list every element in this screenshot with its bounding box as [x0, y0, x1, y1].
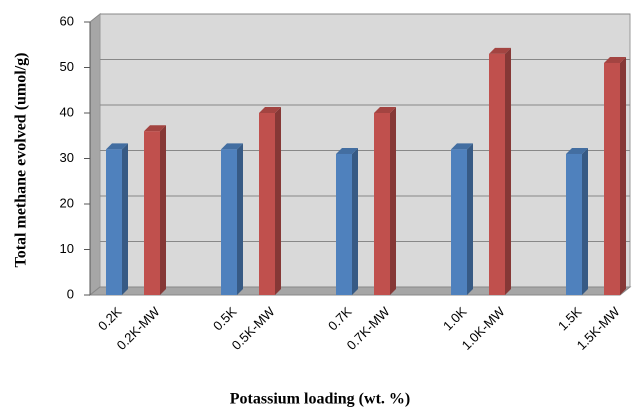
x-tick-label: 0.5K — [210, 304, 240, 334]
x-tick-label: 1.5K — [555, 304, 585, 334]
bar-side — [505, 47, 511, 295]
x-tick-label: 0.2K — [95, 304, 125, 334]
bar — [489, 53, 505, 295]
bar-side — [237, 143, 243, 295]
y-tick-label: 10 — [60, 241, 74, 256]
y-tick-label: 60 — [60, 13, 74, 28]
bar-side — [620, 56, 626, 296]
x-tick-label: 1.0K-MW — [459, 303, 508, 352]
x-tick-label: 1.5K-MW — [574, 303, 623, 352]
bar-top — [374, 107, 396, 113]
bar-side — [390, 107, 396, 295]
y-tick-label: 20 — [60, 195, 74, 210]
bar-top — [336, 147, 358, 154]
bar-side — [467, 143, 473, 295]
x-tick-label: 0.7K — [325, 304, 355, 334]
bar-top — [604, 56, 626, 63]
x-tick-label: 0.5K-MW — [229, 303, 278, 352]
bar — [374, 113, 390, 295]
bar-top — [566, 147, 588, 154]
y-tick-label: 0 — [67, 286, 74, 301]
y-tick-label: 40 — [60, 104, 74, 119]
bar — [144, 131, 160, 295]
side-wall — [89, 12, 101, 297]
floor — [88, 286, 632, 296]
bar — [604, 62, 620, 296]
x-tick-label: 1.0K — [440, 304, 470, 334]
y-tick-label: 30 — [60, 150, 74, 165]
bar — [221, 149, 237, 295]
x-tick-label: 0.7K-MW — [344, 303, 393, 352]
bar-side — [582, 147, 588, 295]
bar-side — [275, 107, 281, 295]
bar — [336, 153, 352, 295]
bar-top — [106, 143, 128, 150]
bar — [566, 153, 582, 295]
bar — [259, 113, 275, 295]
bar-top — [489, 47, 511, 54]
bar-top — [144, 125, 166, 132]
bar-top — [221, 143, 243, 150]
bar-side — [160, 125, 166, 295]
y-axis-title: Total methane evolved (umol/g) — [13, 53, 30, 268]
bar — [451, 149, 467, 295]
bar-top — [451, 143, 473, 150]
bar-side — [122, 143, 128, 295]
y-tick-label: 50 — [60, 59, 74, 74]
bar-top — [259, 107, 281, 113]
x-axis-title: Potassium loading (wt. %) — [230, 391, 410, 408]
bar — [106, 149, 122, 295]
x-tick-label: 0.2K-MW — [114, 303, 163, 352]
bar-side — [352, 147, 358, 295]
